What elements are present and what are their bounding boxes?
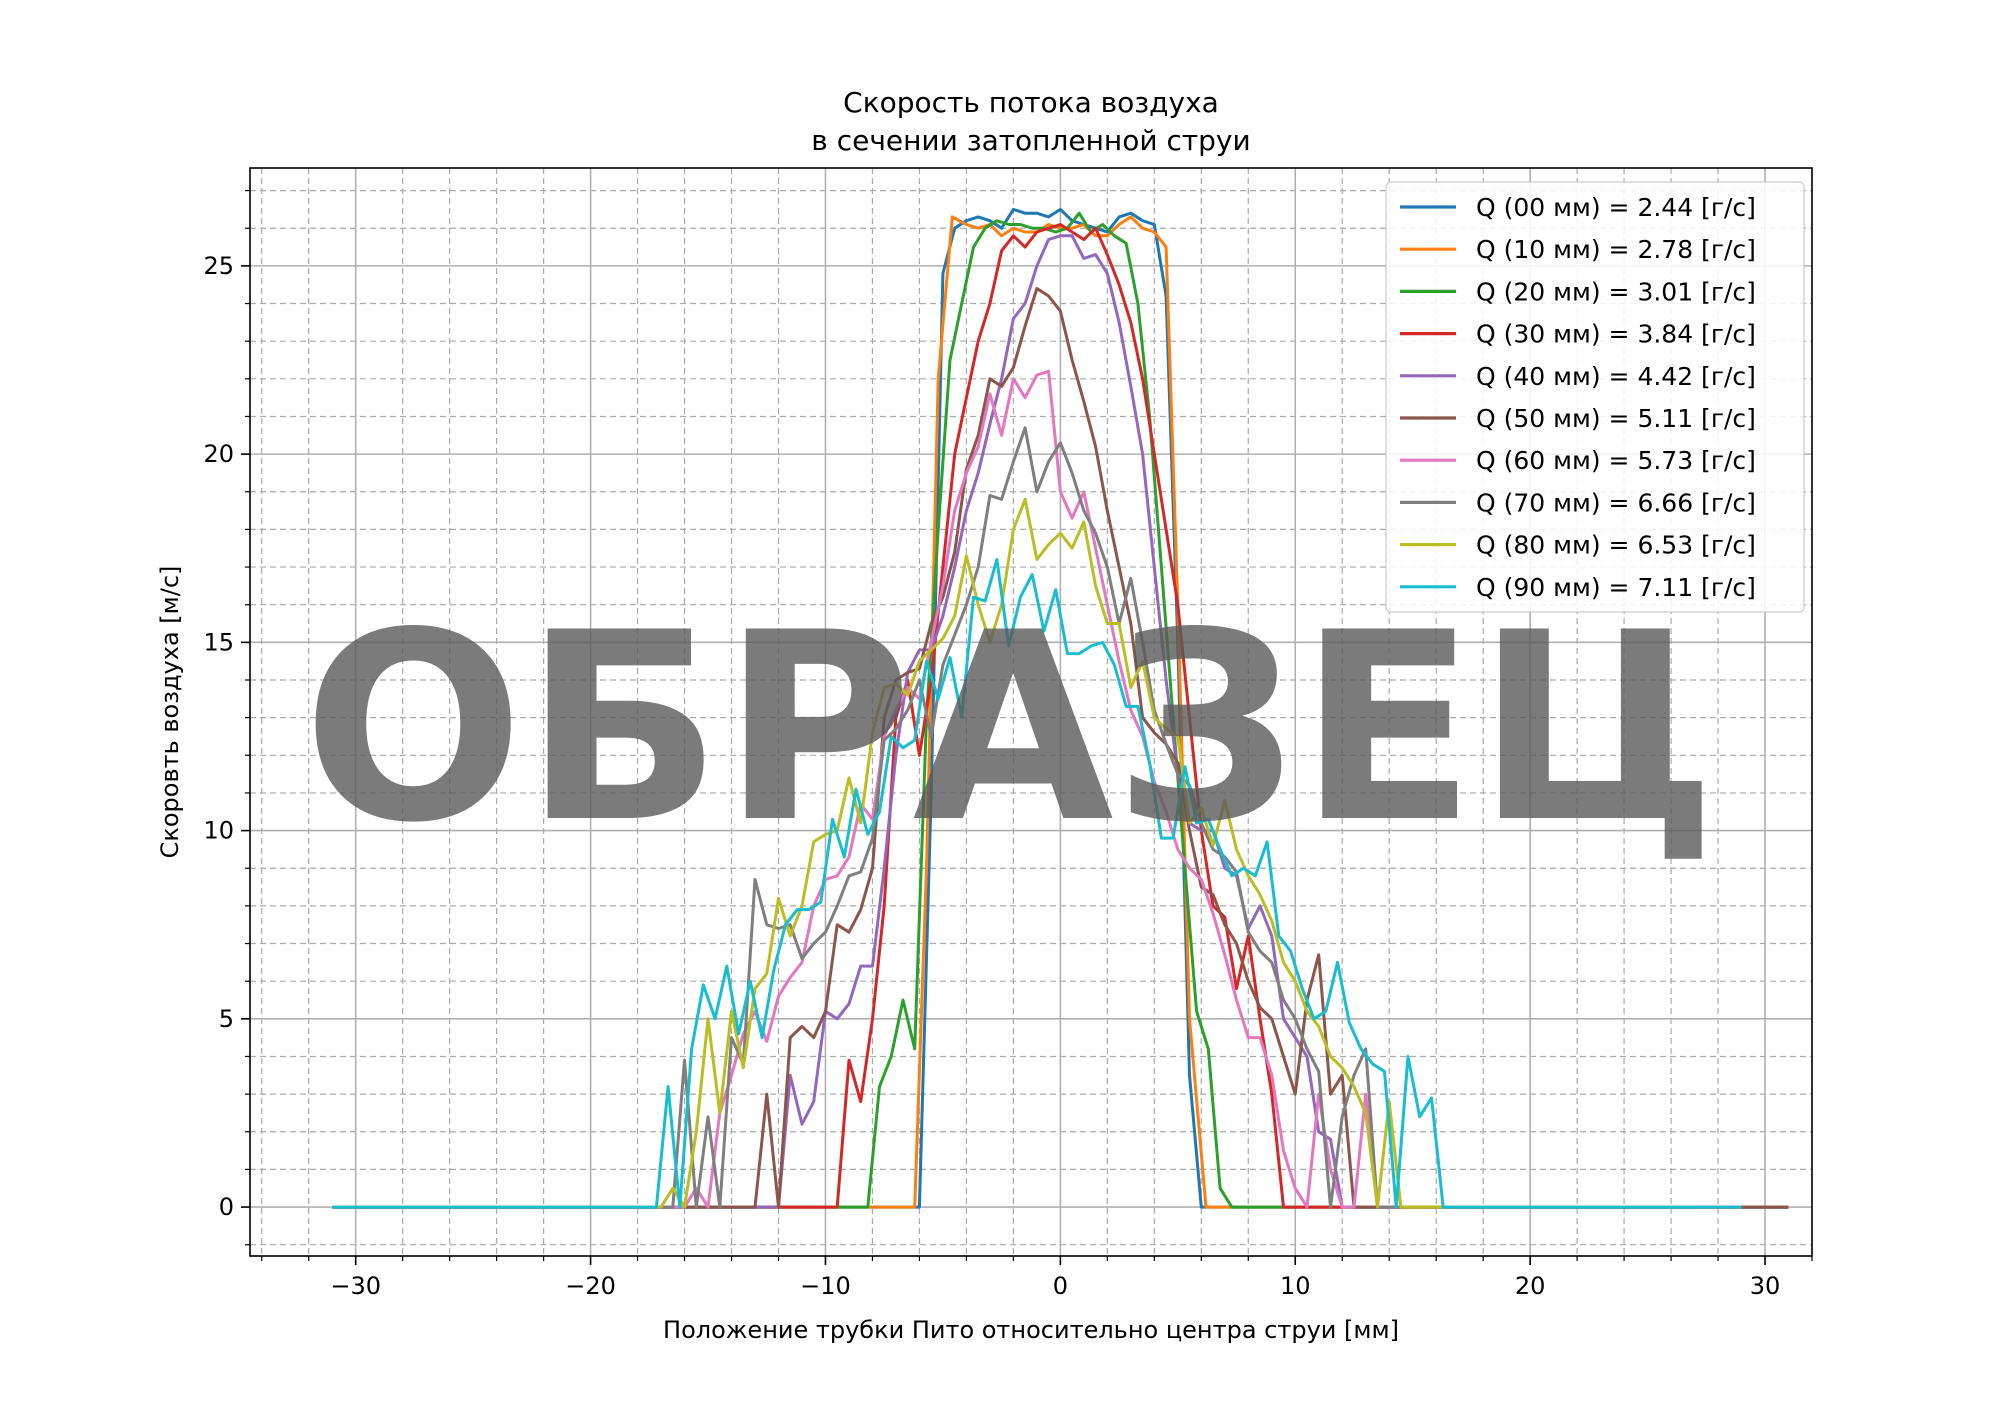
legend-label-6: Q (60 мм) = 5.73 [г/с] [1476, 446, 1756, 475]
x-tick-label: 30 [1750, 1272, 1781, 1300]
x-tick-label: 20 [1515, 1272, 1546, 1300]
y-tick-label: 25 [203, 252, 234, 280]
y-axis-label: Скоровть воздуха [м/с] [156, 566, 184, 859]
x-tick-label: 0 [1053, 1272, 1068, 1300]
x-tick-label: −20 [565, 1272, 616, 1300]
legend-label-4: Q (40 мм) = 4.42 [г/с] [1476, 362, 1756, 391]
y-tick-label: 0 [219, 1193, 234, 1221]
chart-title-line1: Скорость потока воздуха [843, 86, 1219, 119]
series-line-1 [332, 215, 1789, 1209]
legend-box [1385, 181, 1805, 613]
series-line-9 [332, 558, 1742, 1209]
y-tick-label: 10 [203, 817, 234, 845]
plot-frame [249, 167, 1813, 1257]
legend-label-2: Q (20 мм) = 3.01 [г/с] [1476, 277, 1756, 306]
series-line-8 [332, 497, 1695, 1209]
chart-title-line2: в сечении затопленной струи [811, 124, 1250, 157]
legend: Q (00 мм) = 2.44 [г/с] Q (10 мм) = 2.78 [… [1385, 181, 1805, 613]
series-line-2 [332, 211, 1789, 1209]
x-tick-label: −10 [800, 1272, 851, 1300]
legend-label-7: Q (70 мм) = 6.66 [г/с] [1476, 488, 1756, 517]
x-axis-label: Положение трубки Пито относительно центр… [663, 1316, 1399, 1344]
legend-label-1: Q (10 мм) = 2.78 [г/с] [1476, 235, 1756, 264]
legend-label-3: Q (30 мм) = 3.84 [г/с] [1476, 320, 1756, 349]
watermark-text: ОБРАЗЕЦ [303, 578, 1718, 880]
series-line-6 [332, 369, 1742, 1209]
y-tick-label: 15 [203, 628, 234, 656]
y-tick-label: 5 [219, 1005, 234, 1033]
legend-label-0: Q (00 мм) = 2.44 [г/с] [1476, 193, 1756, 222]
x-tick-label: −30 [330, 1272, 381, 1300]
y-tick-label: 20 [203, 440, 234, 468]
series-line-0 [332, 207, 1789, 1209]
legend-label-8: Q (80 мм) = 6.53 [г/с] [1476, 531, 1756, 560]
series-line-5 [332, 287, 1789, 1209]
legend-items: Q (00 мм) = 2.44 [г/с] Q (10 мм) = 2.78 [… [1400, 193, 1756, 602]
ticks-layer: −30 −20 −10 0 10 20 30 0 5 10 15 20 25 [203, 189, 1813, 1300]
legend-label-5: Q (50 мм) = 5.11 [г/с] [1476, 404, 1756, 433]
legend-label-9: Q (90 мм) = 7.11 [г/с] [1476, 573, 1756, 602]
series-layer [332, 207, 1789, 1209]
x-tick-label: 10 [1280, 1272, 1311, 1300]
series-line-4 [332, 234, 1789, 1209]
